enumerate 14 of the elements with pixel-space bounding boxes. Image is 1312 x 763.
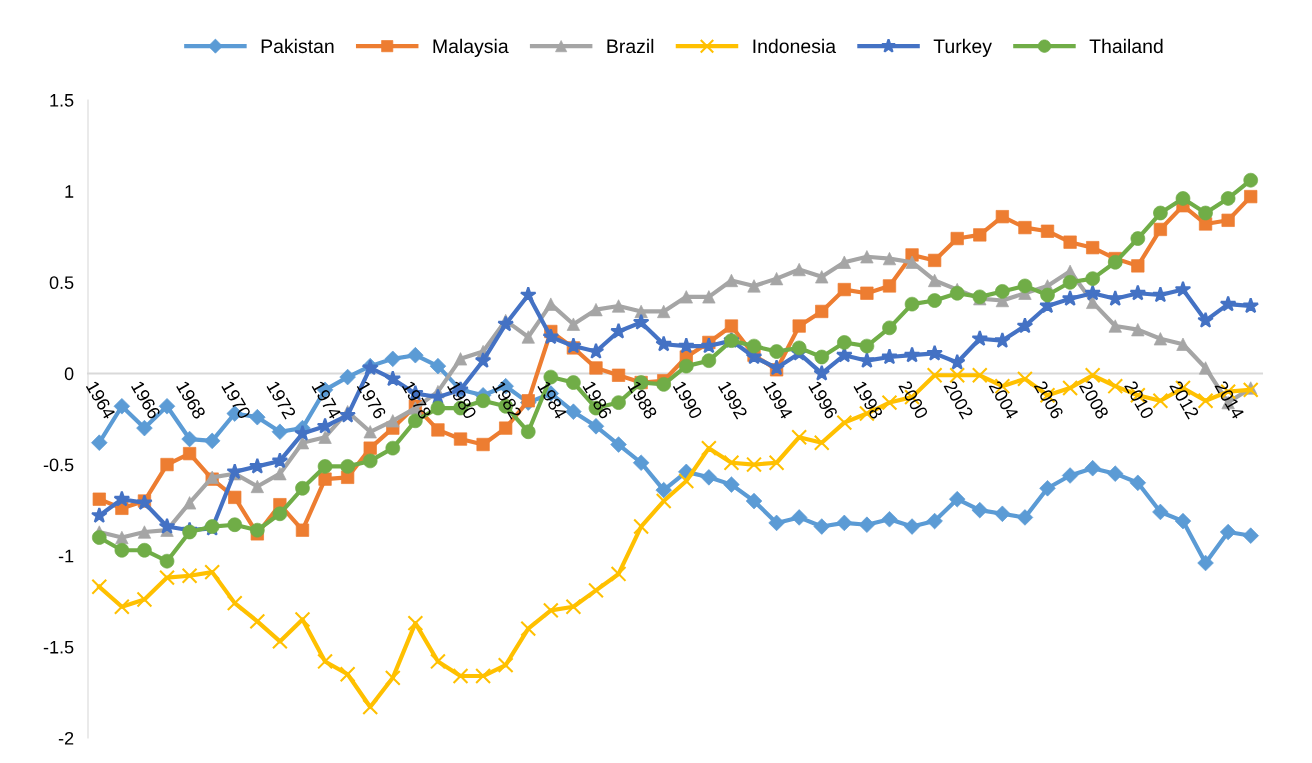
y-tick-label: -1.5 xyxy=(43,640,74,654)
legend-label: Thailand xyxy=(1089,38,1163,54)
y-tick-label: 1 xyxy=(65,185,74,198)
y-tick-label: 0 xyxy=(64,367,74,381)
y-tick-label: 0.5 xyxy=(49,276,74,290)
legend-label: Pakistan xyxy=(261,38,334,54)
y-tick-label: 1.5 xyxy=(50,94,74,107)
legend-label: Turkey xyxy=(933,38,992,57)
y-tick-label: -1 xyxy=(58,549,74,563)
y-tick-label: -0.5 xyxy=(43,458,74,472)
legend-label: Brazil xyxy=(607,38,654,54)
y-tick-label: -2 xyxy=(58,731,74,745)
legend-label: Malaysia xyxy=(433,38,509,57)
legend-label: Indonesia xyxy=(753,38,837,54)
